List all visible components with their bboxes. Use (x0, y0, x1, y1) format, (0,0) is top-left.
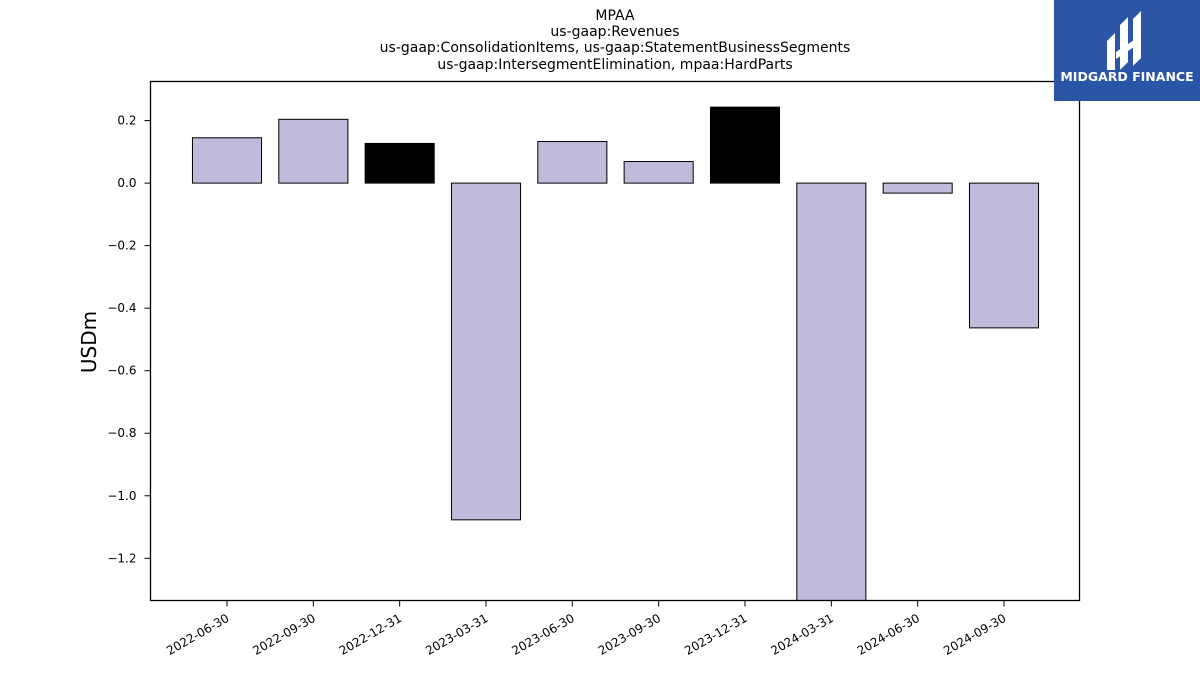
chart-title: MPAA us-gaap:Revenues us-gaap:Consolidat… (380, 8, 851, 73)
chart-title-line-2: us-gaap:Revenues (550, 24, 679, 40)
x-tick-label-2022-09-30: 2022-09-30 (250, 611, 317, 658)
y-tick-label-3: −0.4 (107, 301, 136, 315)
y-tick-label-7: −1.2 (107, 551, 136, 565)
x-tick-label-2023-09-30: 2023-09-30 (596, 611, 663, 658)
bar-2023-06-30 (537, 141, 608, 184)
x-tick-label-2023-03-31: 2023-03-31 (423, 611, 490, 658)
bar-2024-03-31 (796, 182, 867, 602)
bar-2023-03-31 (450, 182, 522, 521)
bar-2023-12-31 (709, 106, 781, 184)
y-tick-label-4: −0.6 (107, 364, 136, 378)
x-tick-label-2024-09-30: 2024-09-30 (941, 611, 1008, 658)
bar-2024-06-30 (882, 182, 953, 194)
bar-2022-06-30 (191, 137, 263, 184)
x-tick-label-2023-12-31: 2023-12-31 (682, 611, 749, 658)
bar-2022-09-30 (278, 118, 349, 184)
logo-mark-icon (1107, 11, 1141, 70)
logo-wordmark: MIDGARD FINANCE (1060, 69, 1193, 84)
y-tick-label-1: 0.0 (117, 176, 136, 190)
bar-2024-09-30 (968, 182, 1040, 329)
chart-title-line-3: us-gaap:ConsolidationItems, us-gaap:Stat… (380, 40, 851, 56)
y-axis: 0.2 0.0 −0.2 −0.4 −0.6 −0.8 −1.0 −1.2 (107, 114, 151, 565)
y-axis-label: USDm (77, 311, 101, 373)
x-axis: 2022-06-30 2022-09-30 2022-12-31 2023-03-31… (164, 600, 1009, 658)
chart-title-line-1: MPAA (595, 8, 635, 24)
plot-frame (149, 80, 1081, 602)
y-tick-label-5: −0.8 (107, 426, 136, 440)
y-tick-label-6: −1.0 (107, 489, 136, 503)
y-tick-label-2: −0.2 (107, 239, 136, 253)
x-tick-label-2022-06-30: 2022-06-30 (164, 611, 231, 658)
bar-series (191, 106, 1040, 602)
bar-2023-09-30 (623, 161, 694, 184)
x-tick-label-2023-06-30: 2023-06-30 (509, 611, 576, 658)
y-tick-label-0: 0.2 (117, 114, 136, 128)
x-tick-label-2022-12-31: 2022-12-31 (337, 611, 404, 658)
chart-title-line-4: us-gaap:IntersegmentElimination, mpaa:Ha… (437, 57, 792, 73)
midgard-finance-logo: MIDGARD FINANCE (1054, 0, 1200, 101)
x-tick-label-2024-06-30: 2024-06-30 (855, 611, 922, 658)
bar-2022-12-31 (364, 142, 435, 184)
x-tick-label-2024-03-31: 2024-03-31 (768, 611, 835, 658)
